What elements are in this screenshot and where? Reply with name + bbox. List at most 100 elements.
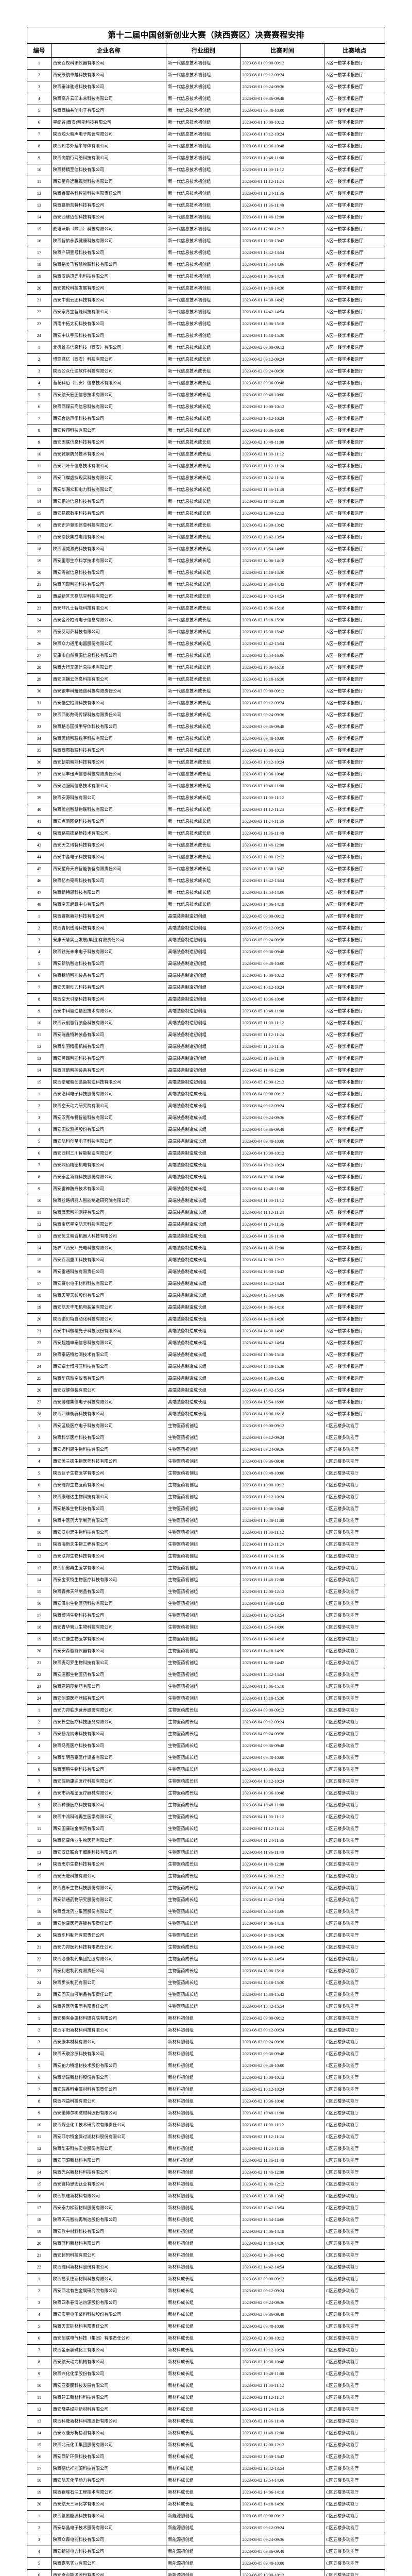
cell-company: 陕西凯瑞新材料有限公司 (50, 2190, 167, 2202)
cell-group: 新材料初创组 (166, 2131, 241, 2143)
cell-group: 高端装备制造初创组 (166, 993, 241, 1006)
cell-time: 2023-08-03 13:30-13:42 (240, 863, 325, 875)
cell-company: 西安赛尔电子材料科技有限公司 (50, 1278, 167, 1290)
cell-place: C区五楼多功能厅 (324, 1752, 385, 1764)
cell-place: C区五楼多功能厅 (324, 2392, 385, 2404)
cell-company: 陕西西煤云商信息科技有限公司 (50, 401, 167, 413)
cell-company: 西安西北有色金属研究院有限公司 (50, 2285, 167, 2297)
cell-company: 西安赛特思迈钛业有限公司 (50, 2178, 167, 2191)
cell-place: A区一楼学术报告厅 (324, 519, 385, 532)
cell-company: 西安天衡动力科技有限公司 (50, 981, 167, 994)
cell-group: 生物医药初创组 (166, 1692, 241, 1705)
cell-group: 新一代信息技术初创组 (166, 57, 241, 70)
table-row: 1 陕西赛默新能科技有限公司 高端装备制造初创组 2023-08-05 09:00-0… (27, 910, 385, 923)
cell-no: 12 (27, 472, 52, 484)
cell-time: 2023-08-04 15:30-15:42 (240, 1372, 325, 1385)
table-row: 10 西安亚泰膜科技发展有限公司 新材料成长组 2023-08-02 11:00-11… (27, 2380, 385, 2392)
table-row: 48 陕西空天超算中心有限公司 新一代信息技术成长组 2023-08-03 14:06… (27, 899, 385, 911)
table-row: 7 陕西金泰氯碱化工有限公司 新材料成长组 2023-08-02 10:12-10:2… (27, 2344, 385, 2357)
cell-group: 生物医药成长组 (166, 1953, 241, 1965)
cell-place: C区五楼多功能厅 (324, 1787, 385, 1800)
table-row: 9 陕西种康医疗科技有限公司 生物医药成长组 2023-08-04 10:48-11:… (27, 1799, 385, 1811)
cell-place: C区五楼多功能厅 (324, 1669, 385, 1681)
cell-place: C区五楼多功能厅 (324, 2155, 385, 2167)
table-row: 43 西安天之博特科技有限公司 新一代信息技术成长组 2023-08-03 11:48… (27, 839, 385, 852)
cell-company: 西安瑞鑫特种装备有限公司 (50, 1029, 167, 1041)
cell-group: 新一代信息技术成长组 (166, 460, 241, 472)
cell-no: 20 (27, 1929, 52, 1942)
cell-group: 新一代信息技术初创组 (166, 259, 241, 271)
cell-company: 陕西西影数码传媒科技有限责任公司 (50, 709, 167, 721)
cell-company: 陕西华明普泰医疗设备有限公司 (50, 1752, 167, 1764)
cell-no: 16 (27, 1266, 52, 1278)
table-row: 5 陕西西柚共创电子有限公司 新一代信息技术初创组 2023-08-01 09:48-… (27, 105, 385, 117)
cell-no: 15 (27, 223, 52, 235)
cell-no: 14 (27, 2166, 52, 2179)
cell-place: C区五楼多功能厅 (324, 1598, 385, 1610)
cell-company: 陕西氢易能源科技有限公司 (50, 2510, 167, 2522)
cell-company: 西安瑞鑫科金属材料有限责任公司 (50, 2083, 167, 2096)
cell-group: 高端装备制造初创组 (166, 970, 241, 982)
cell-company: 西安飞蝶虚拟现实科技有限公司 (50, 472, 167, 484)
cell-no: 8 (27, 1787, 52, 1800)
cell-no: 9 (27, 1515, 52, 1527)
table-row: 26 陕西省医药集团有限责任公司 生物医药成长组 2023-08-04 15:42-1… (27, 2001, 385, 2013)
cell-group: 新一代信息技术成长组 (166, 780, 241, 792)
table-row: 32 陕西西影数码传媒科技有限责任公司 新一代信息技术成长组 2023-08-03 0… (27, 709, 385, 721)
table-row: 11 西安四叶草信息技术有限公司 新一代信息技术成长组 2023-08-02 11:1… (27, 460, 385, 472)
table-row: 42 陕西路易德路桥技术有限公司 新一代信息技术成长组 2023-08-03 11:3… (27, 827, 385, 840)
cell-no: 10 (27, 448, 52, 461)
cell-group: 新一代信息技术初创组 (166, 330, 241, 342)
cell-time: 2023-08-05 09:00-09:12 (240, 2510, 325, 2522)
cell-time: 2023-08-01 11:12-11:24 (240, 176, 325, 188)
cell-company: 西安汉唐分析检测有限公司 (50, 2427, 167, 2439)
cell-time: 2023-08-04 15:30-15:42 (240, 1989, 325, 2001)
cell-no: 26 (27, 638, 52, 650)
table-row: 21 西安中创云图科技有限公司 新一代信息技术初创组 2023-08-01 14:30… (27, 294, 385, 307)
cell-group: 生物医药成长组 (166, 1764, 241, 1776)
cell-time: 2023-08-02 13:30-13:42 (240, 519, 325, 532)
cell-place: A区一楼学术报告厅 (324, 1384, 385, 1397)
cell-company: 陕西中鸿科瑞再生医学有限公司 (50, 1811, 167, 1823)
cell-group: 高端装备制造初创组 (166, 1076, 241, 1089)
cell-place: C区五楼多功能厅 (324, 1621, 385, 1634)
cell-group: 高端装备制造初创组 (166, 1017, 241, 1029)
table-row: 40 陕西优创智慧物联科技有限公司 新一代信息技术成长组 2023-08-03 11:… (27, 804, 385, 816)
cell-place: A区一楼学术报告厅 (324, 768, 385, 781)
cell-time: 2023-08-04 14:06-14:18 (240, 1301, 325, 1314)
cell-group: 新一代信息技术成长组 (166, 650, 241, 662)
cell-no: 1 (27, 910, 52, 923)
cell-time: 2023-08-02 10:36-10:48 (240, 2095, 325, 2108)
cell-group: 高端装备制造初创组 (166, 910, 241, 923)
cell-company: 西安粤嵌信息科技有限公司 (50, 567, 167, 579)
cell-company: 陕西华羽精密机械有限公司 (50, 1041, 167, 1053)
table-row: 4 陕西天璇涂层科技有限公司 新材料初创组 2023-08-02 09:36-09:4… (27, 2048, 385, 2060)
cell-group: 高端装备制造成长组 (166, 1100, 241, 1112)
cell-group: 新一代信息技术成长组 (166, 792, 241, 804)
table-row: 5 西安航天宏图信息技术有限公司 新一代信息技术成长组 2023-08-02 09:4… (27, 389, 385, 401)
cell-company: 西安回天血液制品有限责任公司 (50, 1989, 167, 2001)
cell-no: 1 (27, 2273, 52, 2285)
cell-no: 6 (27, 1147, 52, 1160)
cell-company: 西安稀有金属材料研究院有限公司 (50, 2012, 167, 2025)
cell-place: C区五楼多功能厅 (324, 2439, 385, 2451)
cell-group: 新材料成长组 (166, 2486, 241, 2499)
cell-group: 新材料成长组 (166, 2356, 241, 2368)
cell-time: 2023-08-02 14:30-14:42 (240, 579, 325, 591)
cell-place: A区一楼学术报告厅 (324, 567, 385, 579)
cell-time: 2023-08-02 10:12-10:24 (240, 2344, 325, 2357)
cell-time: 2023-08-05 10:00-10:12 (240, 2569, 325, 2576)
table-row: 8 陕西知芯外延半导体有限公司 新一代信息技术初创组 2023-08-01 10:36… (27, 140, 385, 152)
cell-place: A区一楼学术报告厅 (324, 1207, 385, 1219)
table-row: 7 陕西康瑞达生物科技有限公司 生物医药初创组 2023-08-01 10:12-10… (27, 1491, 385, 1503)
cell-company: 西安唐都生物医药有限公司 (50, 1669, 167, 1681)
cell-time: 2023-08-03 11:24-11:36 (240, 816, 325, 828)
cell-place: A区一楼学术报告厅 (324, 93, 385, 105)
cell-place: C区五楼多功能厅 (324, 2238, 385, 2250)
cell-group: 生物医药初创组 (166, 1562, 241, 1574)
cell-time: 2023-08-03 11:36-11:48 (240, 827, 325, 840)
table-row: 20 陕西诺贝特自动化科技有限公司 高端装备制造成长组 2023-08-04 14:1… (27, 1313, 385, 1326)
cell-no: 2 (27, 922, 52, 935)
table-row: 8 西安泰金新能科技股份有限公司 高端装备制造成长组 2023-08-04 10:36… (27, 1171, 385, 1183)
cell-group: 生物医药初创组 (166, 1669, 241, 1681)
